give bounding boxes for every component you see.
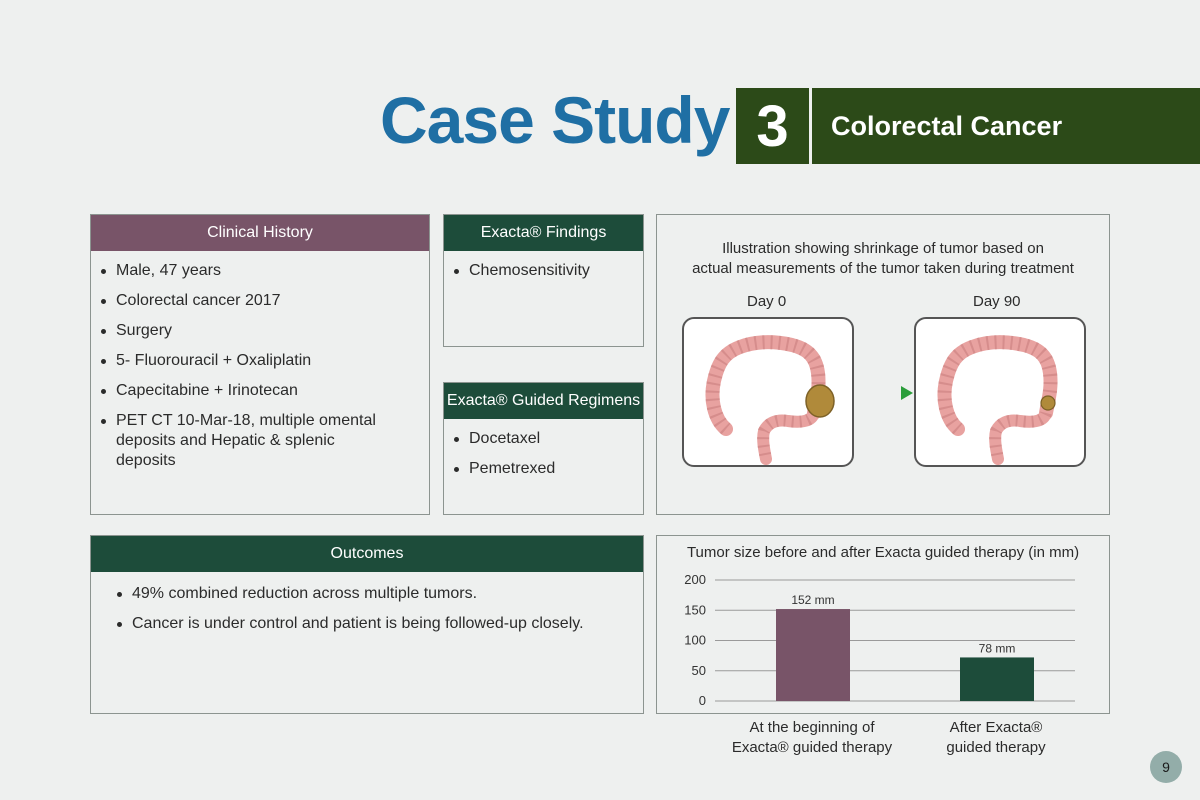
bar-chart: 0 50 100 150 200 152 mm 78 mm	[684, 572, 1075, 708]
outcomes-heading: Outcomes	[91, 536, 643, 572]
colon-after-illustration	[937, 335, 1058, 465]
clinical-history-list: Male, 47 years Colorectal cancer 2017 Su…	[91, 251, 429, 471]
regimens-panel: Exacta® Guided Regimens Docetaxel Pemetr…	[443, 382, 644, 515]
page-title: Case Study	[380, 83, 730, 157]
data-label-1: 78 mm	[979, 641, 1016, 655]
list-item: Docetaxel	[454, 429, 633, 449]
bar-0	[776, 609, 850, 701]
progress-arrow-icon	[859, 386, 913, 400]
list-item: Surgery	[101, 321, 419, 341]
category-label-1: After Exacta® guided therapy	[906, 718, 1086, 758]
y-tick-label-2: 100	[684, 633, 706, 648]
clinical-history-heading: Clinical History	[91, 215, 429, 251]
category-label-0-line-2: Exacta® guided therapy	[731, 739, 893, 756]
findings-list: Chemosensitivity	[444, 251, 643, 281]
illustration-panel: Illustration showing shrinkage of tumor …	[656, 214, 1110, 515]
list-item: Cancer is under control and patient is b…	[117, 614, 633, 634]
list-item: 49% combined reduction across multiple t…	[117, 584, 633, 604]
chart-panel: Tumor size before and after Exacta guide…	[656, 535, 1110, 714]
list-item: PET CT 10-Mar-18, multiple omental depos…	[101, 411, 381, 471]
category-label-1-line-2: guided therapy	[946, 739, 1046, 756]
colon-after-frame	[914, 317, 1086, 467]
y-tick-label-0: 0	[699, 693, 706, 708]
data-label-0: 152 mm	[791, 593, 834, 607]
category-label-0: At the beginning of Exacta® guided thera…	[722, 718, 902, 758]
list-item: 5- Fluorouracil + Oxaliplatin	[101, 351, 419, 371]
case-number: 3	[736, 88, 812, 164]
outcomes-list: 49% combined reduction across multiple t…	[91, 572, 643, 634]
list-item: Male, 47 years	[101, 261, 419, 281]
category-label-1-line-1: After Exacta®	[949, 719, 1043, 736]
y-tick-label-4: 200	[684, 572, 706, 587]
bar-1	[960, 657, 1034, 701]
day-end-label: Day 90	[973, 293, 1021, 310]
y-tick-label-1: 50	[692, 663, 706, 678]
list-item: Pemetrexed	[454, 459, 633, 479]
y-tick-label-3: 150	[684, 602, 706, 617]
colon-before-frame	[682, 317, 854, 467]
case-subtitle: Colorectal Cancer	[831, 111, 1063, 141]
list-item: Chemosensitivity	[454, 261, 633, 281]
list-item: Colorectal cancer 2017	[101, 291, 419, 311]
day-start-label: Day 0	[747, 293, 787, 310]
outcomes-panel: Outcomes 49% combined reduction across m…	[90, 535, 644, 714]
page-number: 9	[1150, 751, 1182, 783]
clinical-history-panel: Clinical History Male, 47 years Colorect…	[90, 214, 430, 515]
regimens-heading: Exacta® Guided Regimens	[444, 383, 643, 419]
illustration-caption-line-2: actual measurements of the tumor taken d…	[692, 260, 1074, 277]
findings-heading: Exacta® Findings	[444, 215, 643, 251]
regimens-list: Docetaxel Pemetrexed	[444, 419, 643, 479]
category-label-0-line-1: At the beginning of	[749, 719, 875, 736]
illustration-caption: Illustration showing shrinkage of tumor …	[657, 239, 1109, 279]
illustration-caption-line-1: Illustration showing shrinkage of tumor …	[722, 240, 1044, 257]
colon-before-illustration	[705, 335, 835, 465]
list-item: Capecitabine + Irinotecan	[101, 381, 419, 401]
case-banner: 3 Colorectal Cancer	[736, 88, 1200, 164]
chart-title: Tumor size before and after Exacta guide…	[686, 544, 1080, 561]
findings-panel: Exacta® Findings Chemosensitivity	[443, 214, 644, 347]
